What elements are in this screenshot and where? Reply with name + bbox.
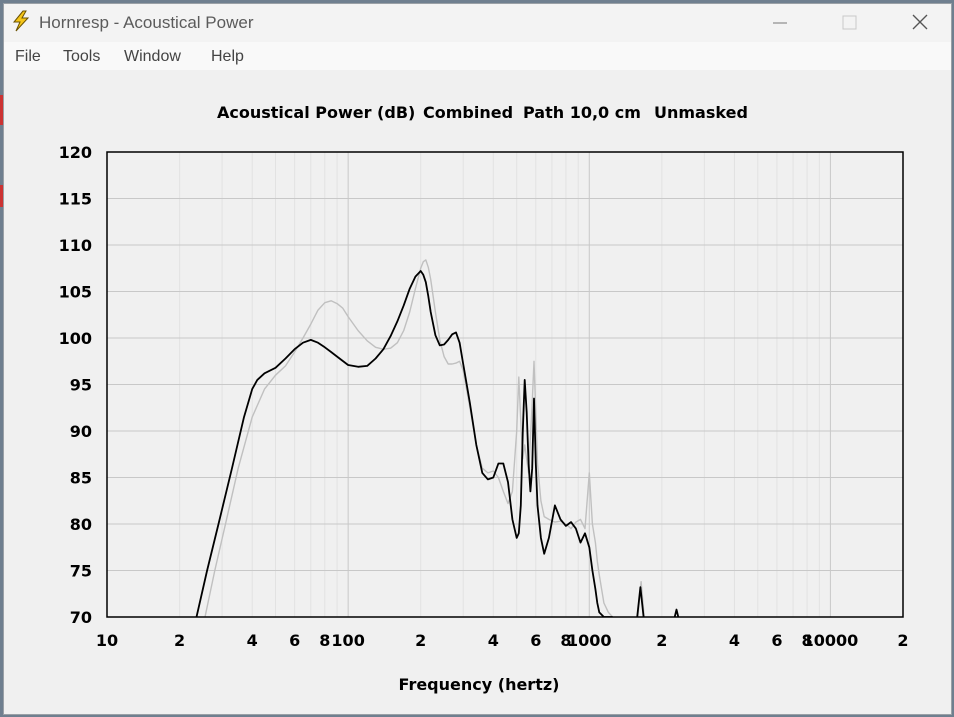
x-tick-label: 1000 bbox=[567, 631, 612, 650]
series-line bbox=[195, 270, 613, 617]
app-window: Hornresp - Acoustical Power File Tools W… bbox=[3, 3, 952, 715]
x-tick-label: 2 bbox=[656, 631, 667, 650]
menu-tools[interactable]: Tools bbox=[63, 48, 101, 65]
menu-bar: File Tools Window Help bbox=[4, 42, 951, 70]
y-tick-label: 110 bbox=[59, 236, 92, 255]
chart-header-mask: Unmasked bbox=[654, 103, 748, 122]
maximize-icon bbox=[842, 15, 857, 30]
close-button[interactable] bbox=[897, 4, 943, 42]
y-tick-label: 75 bbox=[70, 562, 92, 581]
y-tick-label: 115 bbox=[59, 190, 92, 209]
y-tick-label: 85 bbox=[70, 469, 92, 488]
x-tick-label: 2 bbox=[897, 631, 908, 650]
minimize-button[interactable] bbox=[757, 4, 803, 42]
x-tick-label: 8 bbox=[560, 631, 571, 650]
x-tick-label: 6 bbox=[771, 631, 782, 650]
chart-header-combined: Combined bbox=[423, 103, 513, 122]
x-axis-label: Frequency (hertz) bbox=[399, 675, 560, 694]
x-tick-label: 2 bbox=[415, 631, 426, 650]
lightning-bolt-icon bbox=[10, 10, 32, 32]
x-tick-label: 8 bbox=[319, 631, 330, 650]
x-tick-label: 10 bbox=[96, 631, 118, 650]
desktop-edge-fragment bbox=[0, 95, 3, 125]
y-tick-label: 70 bbox=[70, 608, 92, 627]
chart-area: Acoustical Power (dB) Combined Path 10,0… bbox=[4, 70, 951, 714]
menu-window[interactable]: Window bbox=[124, 48, 181, 65]
chart-title: Acoustical Power (dB) bbox=[217, 103, 415, 122]
desktop-edge-fragment bbox=[0, 185, 3, 207]
chart-grid bbox=[107, 151, 903, 618]
chart-header-path: Path 10,0 cm bbox=[523, 103, 641, 122]
y-tick-label: 95 bbox=[70, 376, 92, 395]
x-tick-label: 2 bbox=[174, 631, 185, 650]
maximize-button[interactable] bbox=[826, 4, 872, 42]
x-tick-label: 10000 bbox=[803, 631, 859, 650]
close-icon bbox=[912, 14, 928, 30]
title-bar[interactable]: Hornresp - Acoustical Power bbox=[4, 4, 951, 42]
y-tick-label: 105 bbox=[59, 283, 92, 302]
series-line bbox=[636, 586, 645, 617]
x-tick-label: 6 bbox=[289, 631, 300, 650]
y-tick-label: 100 bbox=[59, 329, 92, 348]
x-tick-label: 4 bbox=[729, 631, 740, 650]
x-tick-label: 4 bbox=[247, 631, 258, 650]
y-tick-label: 90 bbox=[70, 422, 92, 441]
x-tick-label: 6 bbox=[530, 631, 541, 650]
series-line bbox=[673, 608, 680, 617]
x-tick-label: 8 bbox=[801, 631, 812, 650]
menu-help[interactable]: Help bbox=[211, 48, 244, 65]
x-tick-label: 100 bbox=[331, 631, 364, 650]
minimize-icon bbox=[773, 22, 787, 24]
y-tick-label: 120 bbox=[59, 143, 92, 162]
y-tick-label: 80 bbox=[70, 515, 92, 534]
chart-series bbox=[195, 259, 680, 617]
window-title: Hornresp - Acoustical Power bbox=[39, 13, 254, 32]
menu-file[interactable]: File bbox=[15, 48, 41, 65]
acoustical-power-chart: Acoustical Power (dB) Combined Path 10,0… bbox=[59, 103, 909, 694]
plot-frame bbox=[106, 151, 904, 618]
x-tick-label: 4 bbox=[488, 631, 499, 650]
y-axis: 70 75 80 85 90 95 100 105 110 115 120 bbox=[59, 143, 92, 627]
